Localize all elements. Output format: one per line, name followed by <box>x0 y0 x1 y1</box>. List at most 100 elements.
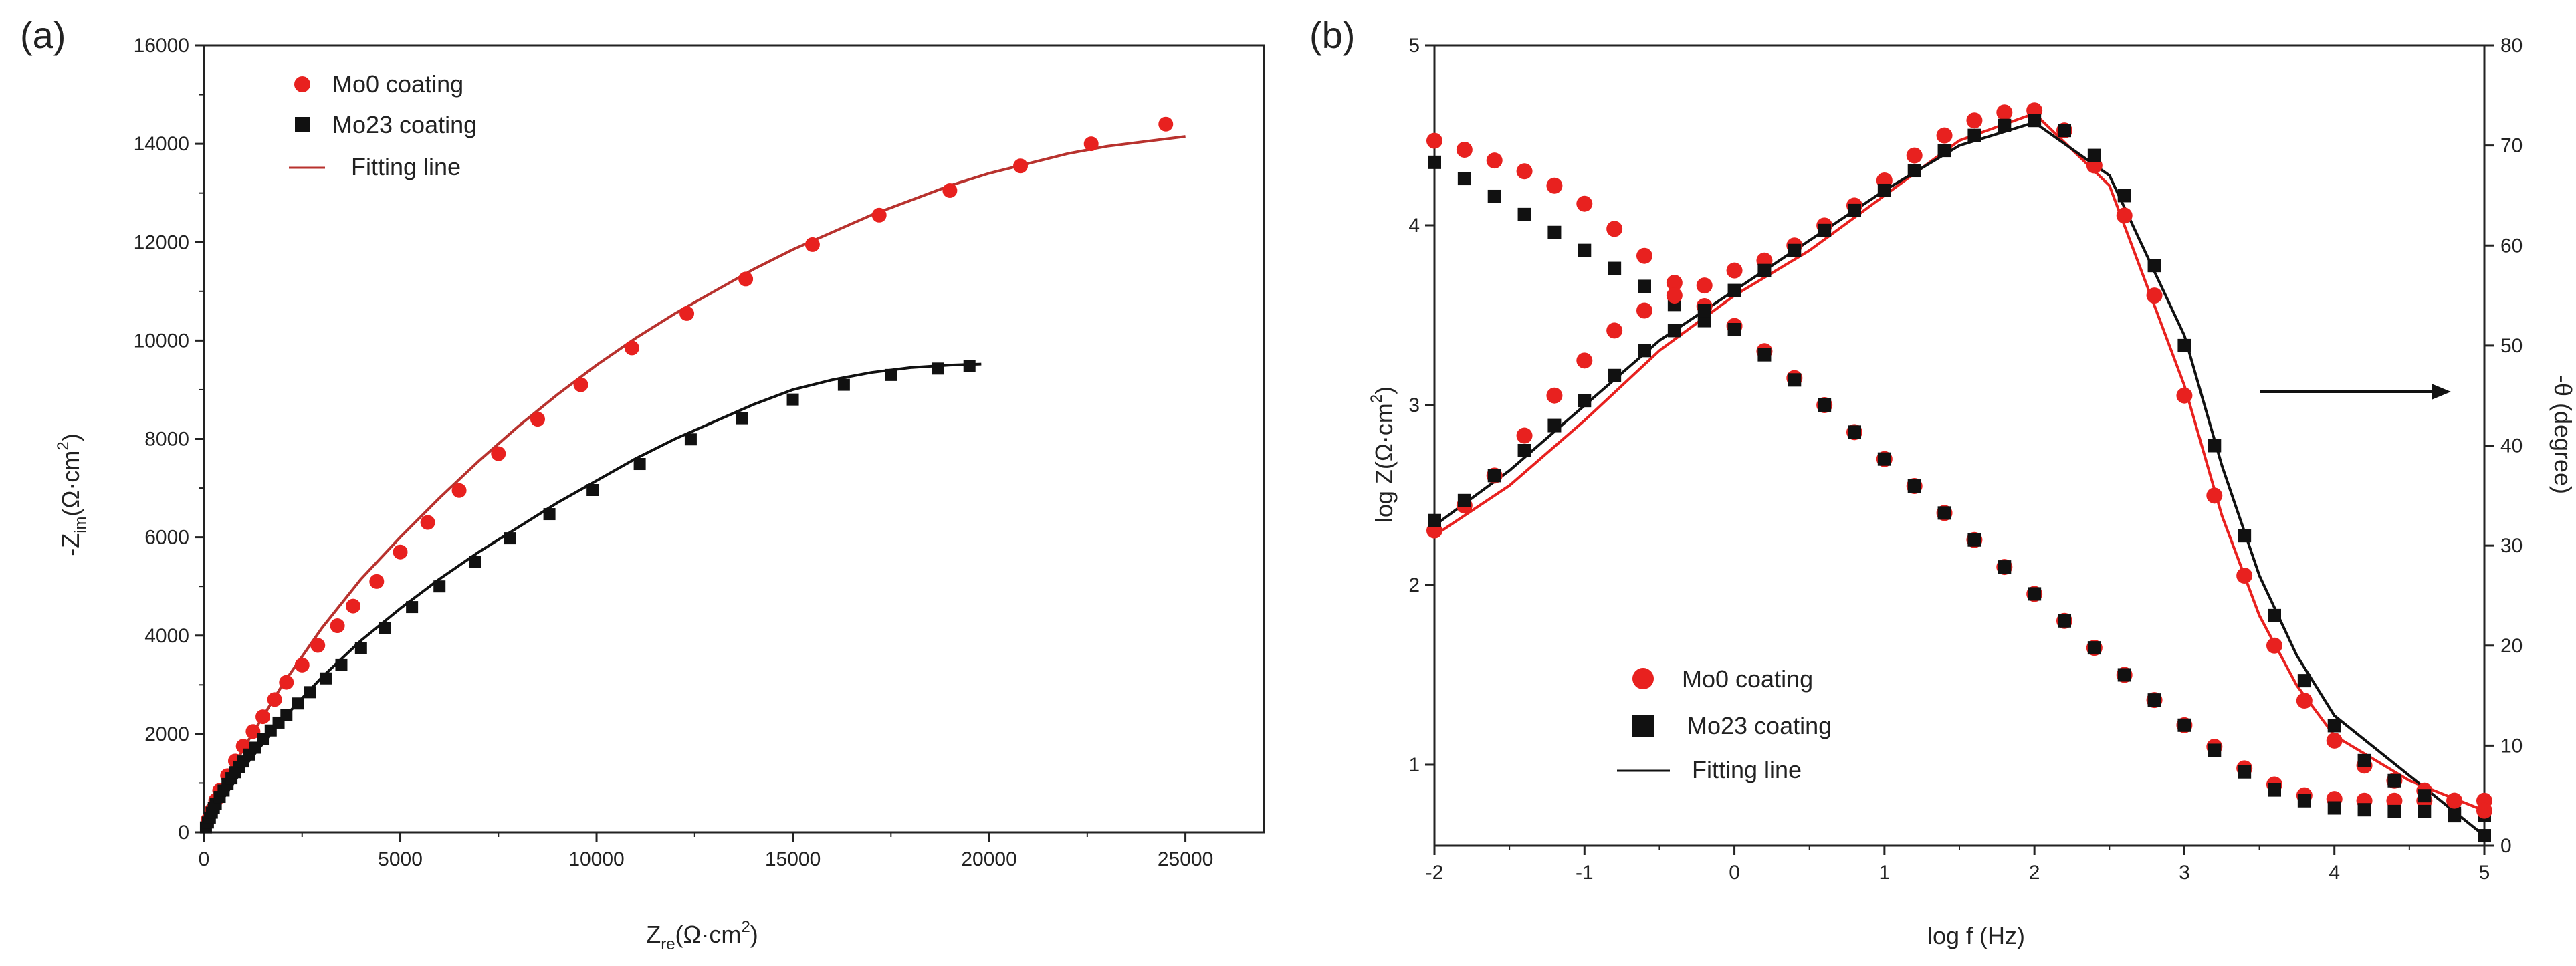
y-tick-label: 14000 <box>134 133 189 155</box>
mo23-point <box>2087 148 2101 162</box>
mo0-point <box>1996 104 2013 121</box>
mo23-point <box>2297 674 2311 688</box>
mo23-point <box>319 672 332 685</box>
y-tick-label: 2000 <box>144 723 189 745</box>
mo0-point <box>2386 792 2403 809</box>
mo0-point <box>1936 127 1953 144</box>
mo0-point <box>1576 352 1593 369</box>
mo23-point <box>1487 189 1501 203</box>
mo0-point <box>624 340 639 356</box>
y-tick-label: 4 <box>1408 215 1420 237</box>
mo0-point <box>420 515 435 530</box>
mo23-point <box>2028 587 2042 601</box>
mo23-point <box>2297 794 2311 808</box>
mo0-point <box>738 271 754 287</box>
mo23-point <box>1547 225 1562 239</box>
mo23-point <box>406 601 419 614</box>
mo0-point <box>1013 158 1029 174</box>
mo23-point <box>379 622 391 634</box>
x-tick-label: 25000 <box>1158 848 1213 870</box>
mo23-point <box>2387 773 2401 788</box>
legend-mo23-label: Mo23 coating <box>332 111 477 138</box>
y-tick-label: 8000 <box>144 429 189 451</box>
x-tick-label: 5 <box>2479 862 2490 884</box>
y-tick-label: 12000 <box>134 231 189 253</box>
x-tick-label: 2 <box>2029 862 2040 884</box>
x-tick-label: 15000 <box>765 848 821 870</box>
y-tick-label: 3 <box>1408 394 1420 416</box>
mo23-point <box>469 556 481 568</box>
panel-b-series <box>1426 102 2492 843</box>
y2-tick-label: 40 <box>2500 435 2523 457</box>
mo23-point <box>1907 164 1921 178</box>
mo0-point <box>1636 302 1652 319</box>
mo23-point <box>2387 804 2401 818</box>
mo23-point <box>932 362 944 375</box>
y-tick-label: 0 <box>178 822 189 844</box>
mo23-point <box>2208 439 2222 453</box>
mo23-point <box>786 393 799 406</box>
mo0-point <box>1606 221 1623 237</box>
mo0-point <box>1158 116 1174 132</box>
y-tick-label: 1 <box>1408 754 1420 776</box>
y2-tick-label: 10 <box>2500 735 2523 757</box>
panel-b-legend: Mo0 coating Mo23 coating Fitting line <box>1617 665 1832 783</box>
mo0-point <box>267 692 282 707</box>
arrow-head <box>2432 384 2451 400</box>
mo0-point <box>1636 247 1652 264</box>
mo23-point <box>1877 452 1891 466</box>
legend-b-mo23-label: Mo23 coating <box>1687 712 1832 739</box>
mo23-point <box>2448 809 2462 823</box>
mo0-point <box>346 598 361 614</box>
mo23-point <box>1578 394 1592 408</box>
mo0-point <box>942 183 958 199</box>
panel-a: (a) 0 5000 10000 15000 20000 25000 0 2000 4000 60… <box>20 14 1265 953</box>
mo23-point <box>2268 608 2281 622</box>
mo0-point <box>2236 568 2253 584</box>
x-tick-label: 3 <box>2179 862 2190 884</box>
mo0-point <box>393 544 408 560</box>
mo23-point <box>1757 263 1772 277</box>
mo0-point <box>804 237 820 252</box>
y-tick-label: 4000 <box>144 625 189 647</box>
mo23-point <box>2208 743 2222 757</box>
mo23-point <box>1638 279 1651 293</box>
mo0-point <box>1726 262 1743 279</box>
mo0-point <box>1456 142 1473 158</box>
mo0-point <box>1516 163 1533 180</box>
mo23-point <box>837 378 850 391</box>
mo23-point <box>1998 118 2012 132</box>
mo23-point <box>684 433 697 446</box>
mo23-point <box>2087 641 2101 655</box>
mo23-point <box>2357 753 2371 767</box>
mo23-point <box>1697 304 1711 318</box>
x-tick-label: 5000 <box>378 848 423 870</box>
mo0-point <box>1546 177 1563 194</box>
mo0-point <box>1666 275 1683 291</box>
mo23-point <box>2117 668 2131 682</box>
mo23-point <box>304 686 316 699</box>
mo0-point <box>2146 287 2163 304</box>
mo0-point <box>871 207 887 223</box>
mo23-point <box>433 580 446 593</box>
panel-a-axes: 0 5000 10000 15000 20000 25000 0 2000 4000 6000 80… <box>134 35 1265 870</box>
mo0-point <box>330 618 345 634</box>
mo23-point <box>2177 338 2191 352</box>
mo23-point <box>1848 203 1861 217</box>
panel-a-x-axis-title: Zre(Ω·cm2) <box>646 918 758 953</box>
mo23-point <box>633 458 646 471</box>
y2-tick-label: 20 <box>2500 635 2523 657</box>
panel-b-annotation-arrow <box>2260 384 2451 400</box>
mo23-point <box>1487 469 1501 483</box>
mo23-point <box>2478 829 2491 843</box>
x-tick-label: 1 <box>1879 862 1891 884</box>
mo23-point <box>736 412 748 425</box>
mo23-point <box>1818 223 1832 237</box>
mo23-point <box>2177 718 2191 732</box>
y2-tick-label: 60 <box>2500 235 2523 257</box>
mo23-point <box>504 532 516 545</box>
mo23-point <box>1697 314 1711 328</box>
